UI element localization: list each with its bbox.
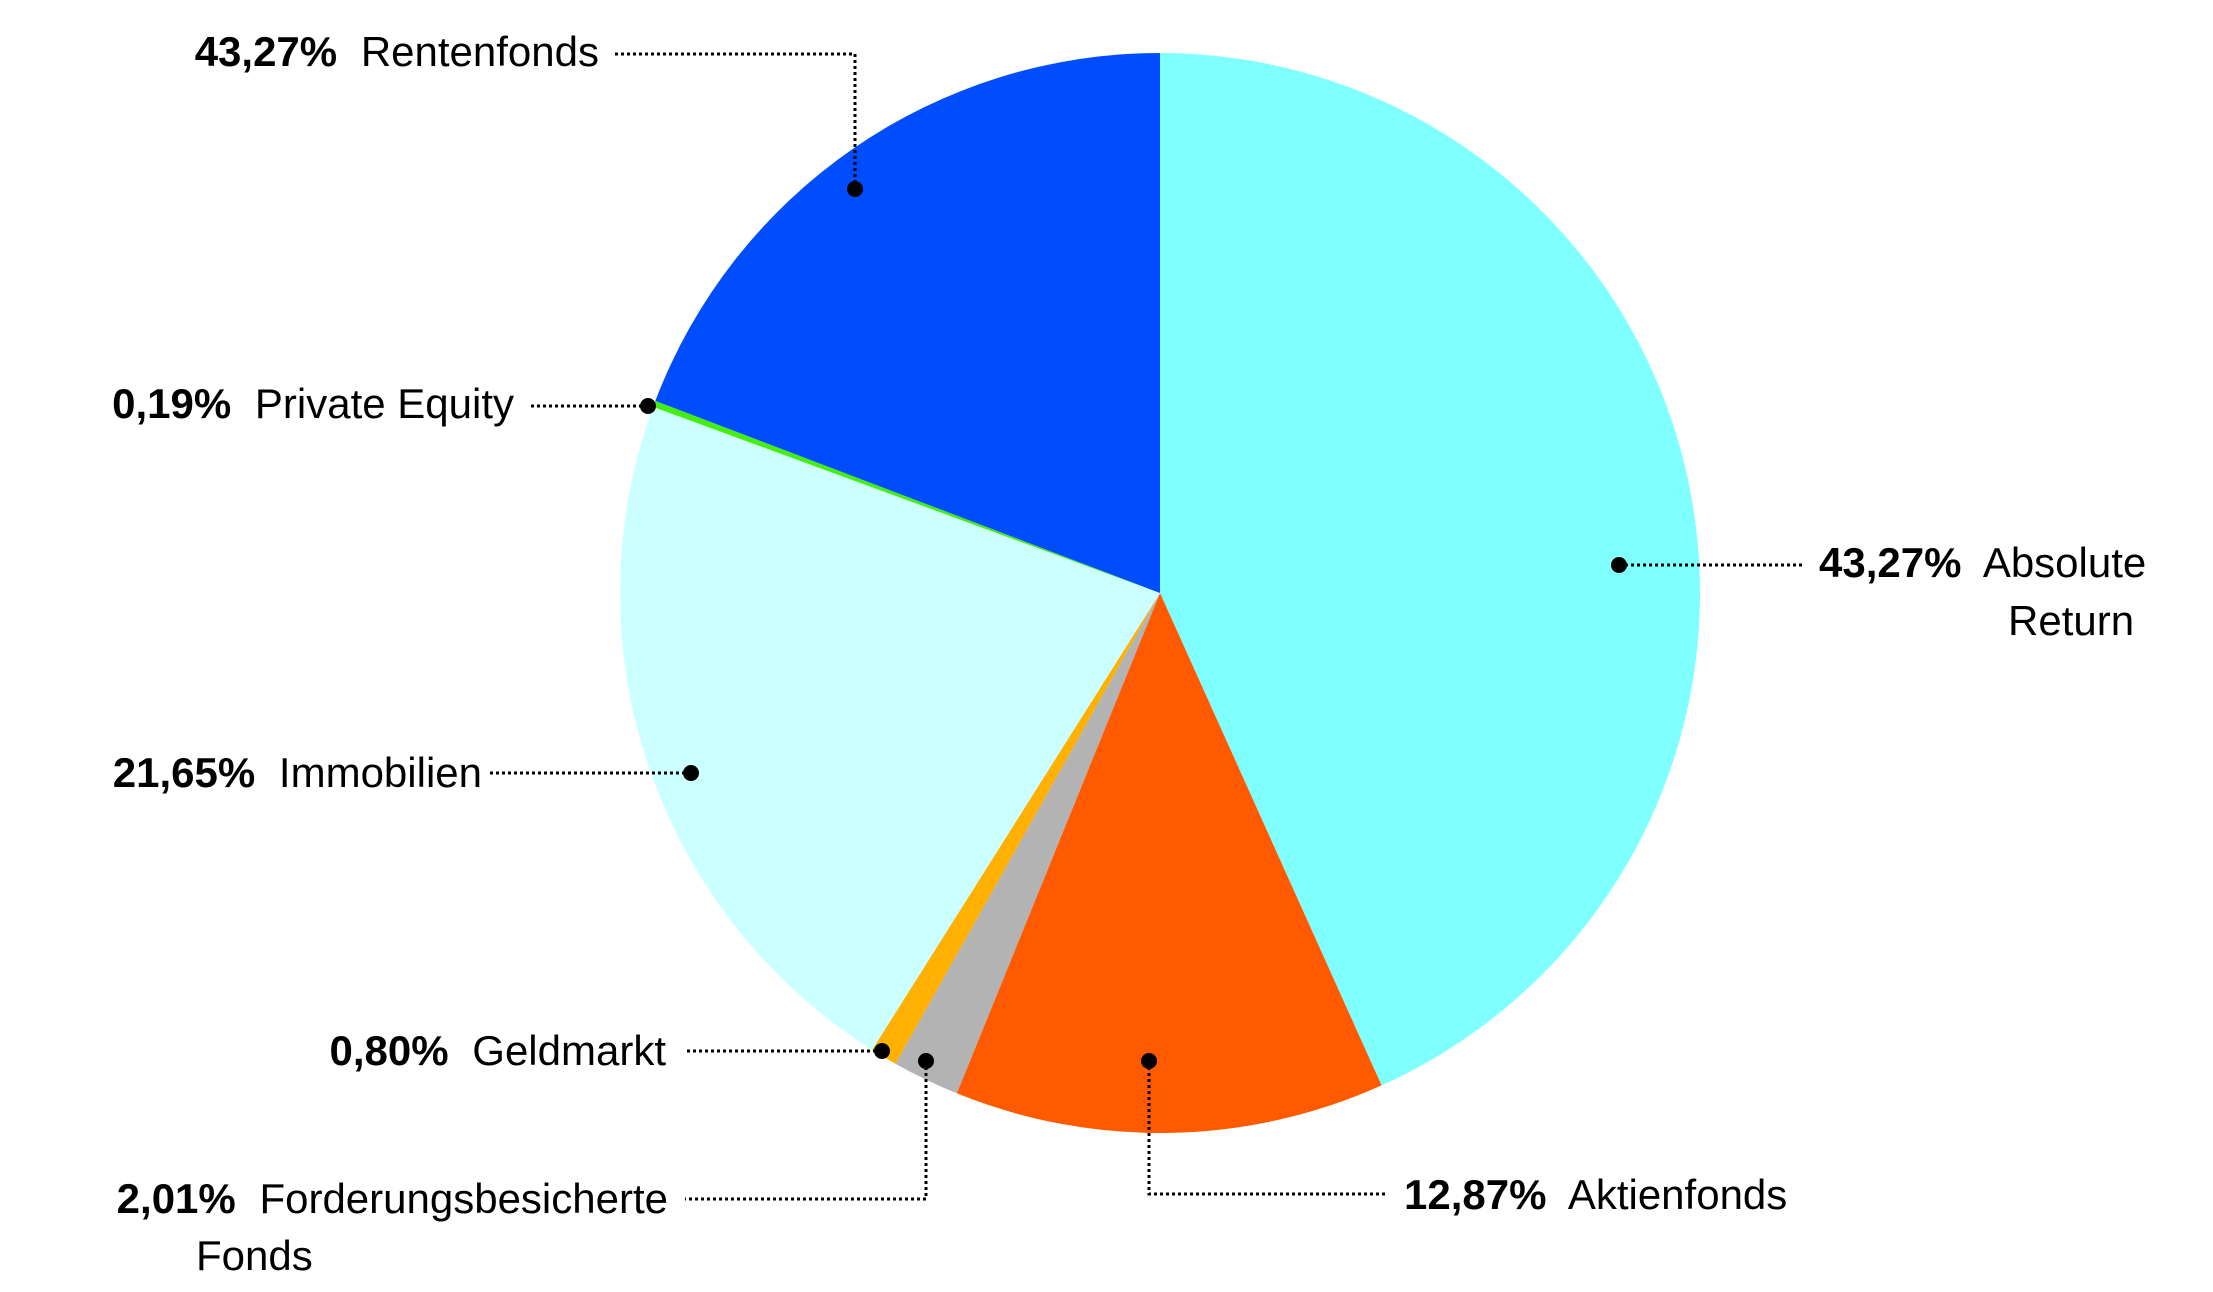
label-aktienfonds: 12,87% Aktienfonds (1404, 1171, 1787, 1218)
name-immobilien: Immobilien (279, 749, 482, 796)
slice-rentenfonds (655, 53, 1160, 593)
slice-aktienfonds (956, 593, 1382, 1134)
label-absolute-return: 43,27% Absolute (1819, 539, 2146, 586)
pct-absolute-return: 43,27% (1819, 539, 1961, 586)
leader-geldmarkt (685, 1043, 890, 1059)
pct-geldmarkt: 0,80% (330, 1027, 449, 1074)
label-geldmarkt: 0,80% Geldmarkt (330, 1027, 667, 1074)
slice-forderungsbesicherte-fonds (895, 593, 1160, 1094)
name-geldmarkt: Geldmarkt (472, 1027, 666, 1074)
name-rentenfonds: Rentenfonds (361, 28, 599, 75)
pct-private-equity: 0,19% (112, 380, 231, 427)
pct-aktienfonds: 12,87% (1404, 1171, 1546, 1218)
slice-geldmarkt (872, 593, 1160, 1064)
name-forderungsbesicherte-fonds: Forderungsbesicherte (259, 1175, 668, 1222)
leader-rentenfonds (614, 52, 863, 197)
leader-immobilien (489, 765, 699, 781)
slice-immobilien (619, 406, 1160, 1050)
name-private-equity: Private Equity (255, 380, 514, 427)
pct-forderungsbesicherte-fonds: 2,01% (117, 1175, 236, 1222)
name-absolute-return: Absolute (1983, 539, 2146, 586)
label-rentenfonds: 43,27% Rentenfonds (195, 28, 599, 75)
label-absolute-return-line2: Return (2008, 597, 2134, 644)
label-forderungsbesicherte-fonds-line2: Fonds (196, 1232, 313, 1279)
leader-private-equity (528, 398, 656, 414)
slice-absolute-return (1160, 53, 1701, 1086)
pct-rentenfonds: 43,27% (195, 28, 337, 75)
pie-slices (619, 53, 1701, 1134)
name-aktienfonds: Aktienfonds (1568, 1171, 1787, 1218)
label-forderungsbesicherte-fonds: 2,01% Forderungsbesicherte (117, 1175, 668, 1222)
slice-private-equity (653, 400, 1160, 593)
label-immobilien: 21,65% Immobilien (113, 749, 482, 796)
leader-absolute-return (1611, 557, 1802, 573)
label-private-equity: 0,19% Private Equity (112, 380, 514, 427)
leader-aktienfonds (1141, 1053, 1386, 1196)
pct-immobilien: 21,65% (113, 749, 255, 796)
leader-forderungsbesicherte-fonds (685, 1053, 934, 1201)
